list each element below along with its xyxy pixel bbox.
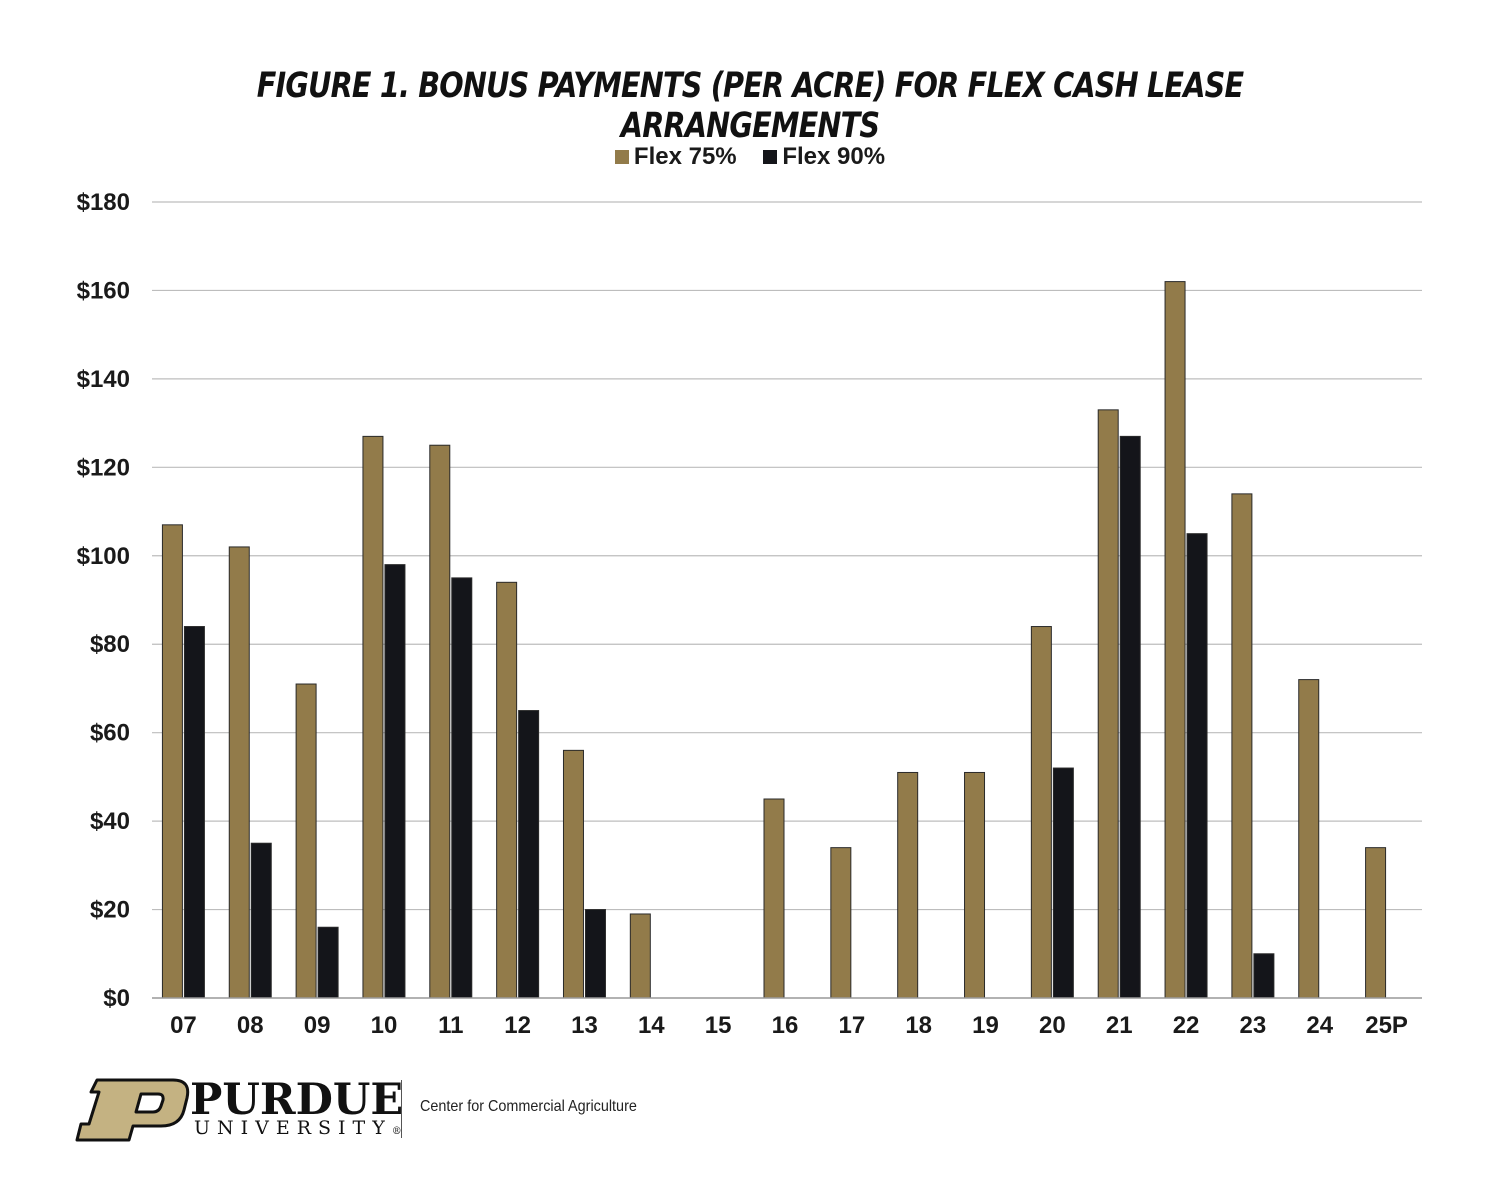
y-tick-label: $80 <box>90 631 130 658</box>
purdue-p-logo-icon <box>75 1078 190 1142</box>
y-tick-label: $20 <box>90 897 130 924</box>
y-tick-label: $140 <box>77 366 130 393</box>
bar <box>362 435 384 999</box>
bar <box>1365 847 1387 999</box>
bar <box>250 842 272 999</box>
x-tick-label: 15 <box>705 1012 732 1039</box>
legend-swatch-flex75 <box>614 150 629 164</box>
bar <box>897 771 919 999</box>
organization-name: Center for Commercial Agriculture <box>420 1098 637 1115</box>
purdue-wordmark: PURDUE <box>190 1075 404 1125</box>
bar <box>964 771 986 999</box>
x-tick-label: 21 <box>1106 1012 1133 1039</box>
logo-divider <box>401 1080 402 1138</box>
legend-label-flex75: Flex 75% <box>633 143 737 170</box>
legend-item-flex90: Flex 90% <box>763 143 885 171</box>
bar <box>451 577 473 999</box>
x-tick-label: 19 <box>972 1012 999 1039</box>
legend: Flex 75% Flex 90% <box>0 143 1500 171</box>
y-tick-label: $60 <box>90 720 130 747</box>
y-tick-label: $120 <box>77 454 130 481</box>
registered-mark: ® <box>391 1126 402 1137</box>
x-tick-label: 16 <box>772 1012 799 1039</box>
bar <box>1097 409 1119 999</box>
bar <box>1030 626 1052 999</box>
chart-title: FIGURE 1. BONUS PAYMENTS (PER ACRE) FOR … <box>256 66 1244 146</box>
x-tick-label: 08 <box>237 1012 264 1039</box>
bar <box>1052 767 1074 999</box>
university-label: UNIVERSITY® <box>194 1117 402 1143</box>
bar <box>429 444 451 999</box>
bar <box>496 581 518 999</box>
bar <box>1164 281 1186 999</box>
bar <box>1298 679 1320 999</box>
x-tick-label: 24 <box>1306 1012 1333 1039</box>
bar <box>584 909 606 999</box>
x-tick-label: 14 <box>638 1012 665 1039</box>
bar <box>1119 435 1141 999</box>
bar <box>518 710 540 999</box>
y-tick-label: $0 <box>103 985 130 1012</box>
x-tick-label: 07 <box>170 1012 197 1039</box>
bar <box>562 749 584 999</box>
x-tick-label: 25P <box>1365 1012 1408 1039</box>
bar <box>1253 953 1275 999</box>
x-tick-label: 10 <box>371 1012 398 1039</box>
bar <box>161 524 183 999</box>
bar <box>763 798 785 999</box>
y-tick-label: $40 <box>90 808 130 835</box>
bar <box>830 847 852 999</box>
x-tick-label: 20 <box>1039 1012 1066 1039</box>
bar <box>295 683 317 999</box>
bar <box>228 546 250 999</box>
y-tick-label: $180 <box>77 189 130 216</box>
x-tick-label: 22 <box>1173 1012 1200 1039</box>
legend-label-flex90: Flex 90% <box>782 143 886 170</box>
bar <box>1186 533 1208 999</box>
bar <box>384 564 406 999</box>
university-text: UNIVERSITY <box>194 1117 392 1139</box>
bar <box>183 626 205 999</box>
y-tick-label: $160 <box>77 277 130 304</box>
legend-item-flex75: Flex 75% <box>614 143 737 171</box>
bar <box>317 926 339 999</box>
x-tick-label: 13 <box>571 1012 598 1039</box>
bar <box>629 913 651 999</box>
x-tick-label: 09 <box>304 1012 331 1039</box>
x-tick-label: 17 <box>838 1012 865 1039</box>
y-tick-label: $100 <box>77 543 130 570</box>
x-tick-label: 18 <box>905 1012 932 1039</box>
legend-swatch-flex90 <box>763 150 778 164</box>
x-tick-label: 23 <box>1240 1012 1267 1039</box>
x-tick-label: 12 <box>504 1012 531 1039</box>
x-tick-label: 11 <box>438 1012 463 1039</box>
bar <box>1231 493 1253 999</box>
